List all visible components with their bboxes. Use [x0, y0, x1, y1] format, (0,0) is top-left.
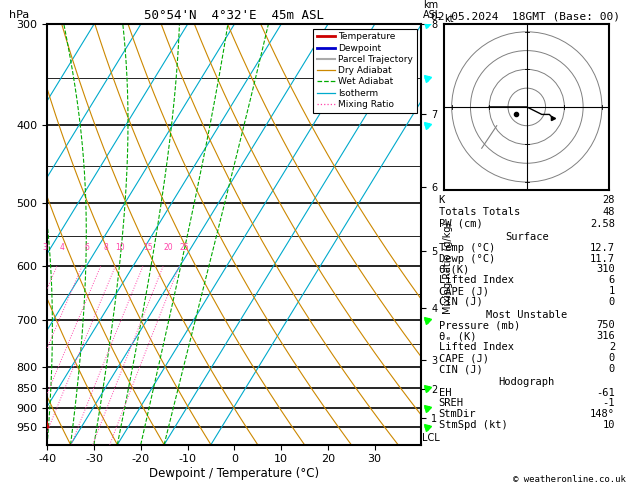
Text: Lifted Index: Lifted Index	[438, 342, 513, 352]
Text: 2: 2	[609, 342, 615, 352]
Text: CAPE (J): CAPE (J)	[438, 353, 489, 364]
Text: 750: 750	[596, 320, 615, 330]
Text: StmSpd (kt): StmSpd (kt)	[438, 420, 508, 430]
Text: 28: 28	[603, 194, 615, 205]
Text: 0: 0	[609, 297, 615, 307]
Text: 316: 316	[596, 331, 615, 342]
Text: 12.7: 12.7	[590, 243, 615, 253]
Text: Lifted Index: Lifted Index	[438, 275, 513, 285]
Text: -1: -1	[603, 399, 615, 408]
Text: CIN (J): CIN (J)	[438, 364, 482, 374]
Text: 25: 25	[179, 243, 189, 252]
Text: EH: EH	[438, 388, 451, 398]
Text: Dewp (°C): Dewp (°C)	[438, 254, 495, 264]
Text: SREH: SREH	[438, 399, 464, 408]
Text: 2.58: 2.58	[590, 219, 615, 229]
Text: 1: 1	[609, 286, 615, 296]
Text: -61: -61	[596, 388, 615, 398]
Text: 50°54'N  4°32'E  45m ASL: 50°54'N 4°32'E 45m ASL	[144, 9, 325, 22]
Text: 310: 310	[596, 264, 615, 275]
Text: θₑ(K): θₑ(K)	[438, 264, 470, 275]
Text: Hodograph: Hodograph	[499, 377, 555, 387]
Text: Mixing Ratio (g/kg): Mixing Ratio (g/kg)	[443, 222, 453, 314]
Text: 02.05.2024  18GMT (Base: 00): 02.05.2024 18GMT (Base: 00)	[431, 12, 620, 22]
Text: CIN (J): CIN (J)	[438, 297, 482, 307]
Text: © weatheronline.co.uk: © weatheronline.co.uk	[513, 474, 626, 484]
Text: 6: 6	[85, 243, 89, 252]
Text: 148°: 148°	[590, 409, 615, 419]
Text: hPa: hPa	[9, 10, 29, 20]
Text: Most Unstable: Most Unstable	[486, 310, 567, 320]
X-axis label: Dewpoint / Temperature (°C): Dewpoint / Temperature (°C)	[149, 467, 320, 480]
Text: 10: 10	[603, 420, 615, 430]
Text: km
ASL: km ASL	[423, 0, 442, 20]
Text: 4: 4	[60, 243, 65, 252]
Text: StmDir: StmDir	[438, 409, 476, 419]
Text: K: K	[438, 194, 445, 205]
Text: θₑ (K): θₑ (K)	[438, 331, 476, 342]
Text: 8: 8	[103, 243, 108, 252]
Text: 0: 0	[609, 364, 615, 374]
Text: Surface: Surface	[505, 232, 548, 242]
Text: 3: 3	[42, 243, 47, 252]
Text: Temp (°C): Temp (°C)	[438, 243, 495, 253]
Text: PW (cm): PW (cm)	[438, 219, 482, 229]
Text: 0: 0	[609, 353, 615, 364]
Text: CAPE (J): CAPE (J)	[438, 286, 489, 296]
Text: LCL: LCL	[422, 433, 440, 443]
Text: Totals Totals: Totals Totals	[438, 207, 520, 217]
Text: 48: 48	[603, 207, 615, 217]
Text: 6: 6	[609, 275, 615, 285]
Text: 11.7: 11.7	[590, 254, 615, 264]
Text: Pressure (mb): Pressure (mb)	[438, 320, 520, 330]
Text: kt: kt	[444, 14, 454, 24]
Text: 20: 20	[163, 243, 173, 252]
Legend: Temperature, Dewpoint, Parcel Trajectory, Dry Adiabat, Wet Adiabat, Isotherm, Mi: Temperature, Dewpoint, Parcel Trajectory…	[313, 29, 417, 113]
Text: 10: 10	[116, 243, 125, 252]
Text: 15: 15	[143, 243, 153, 252]
